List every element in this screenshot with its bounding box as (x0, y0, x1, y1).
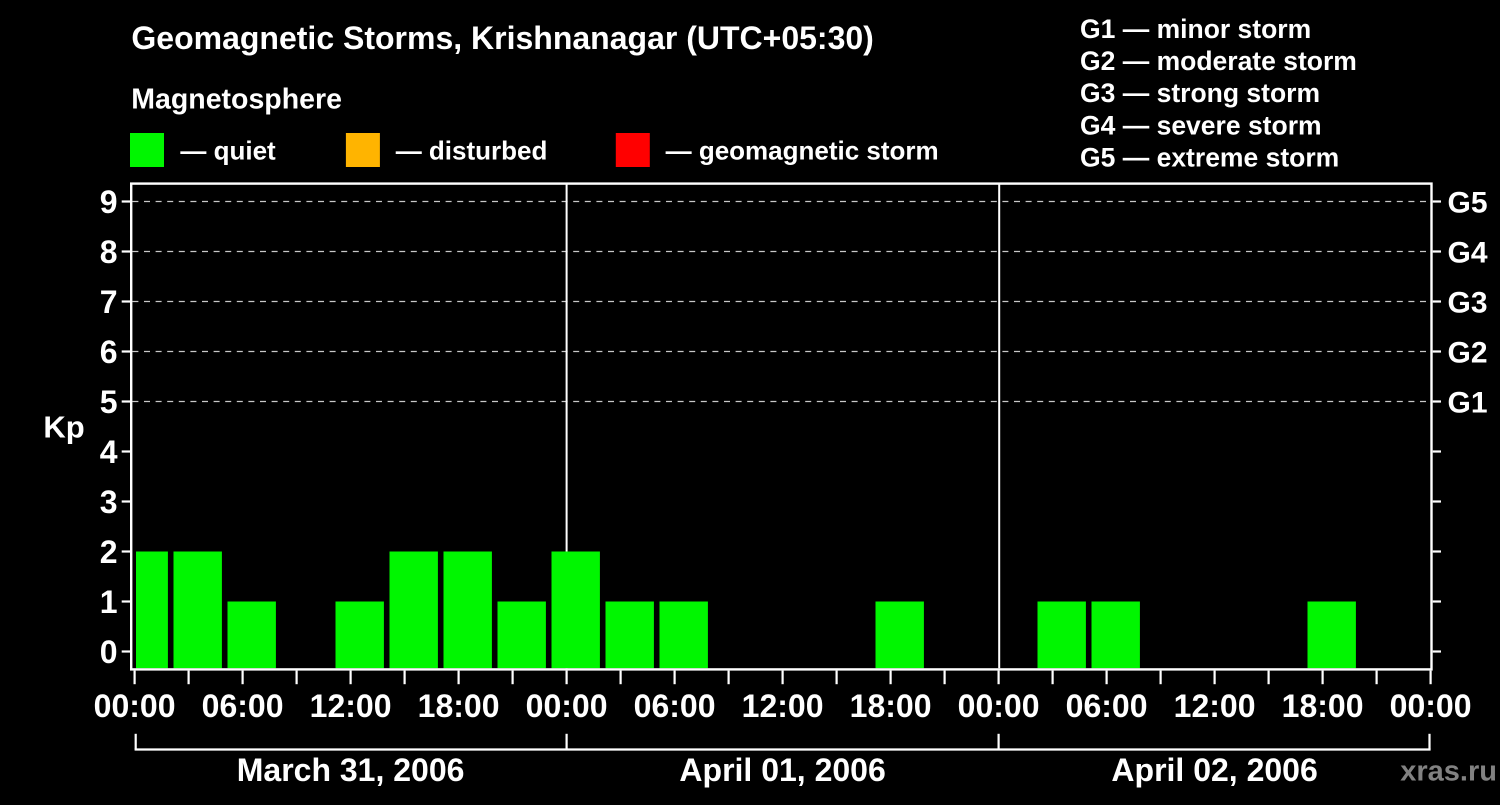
svg-text:3: 3 (100, 484, 118, 520)
svg-text:00:00: 00:00 (526, 688, 608, 724)
svg-text:G4 — severe storm: G4 — severe storm (1080, 110, 1322, 140)
svg-text:18:00: 18:00 (850, 688, 932, 724)
svg-text:G1 — minor storm: G1 — minor storm (1080, 14, 1311, 44)
svg-text:12:00: 12:00 (310, 688, 392, 724)
svg-text:Magnetosphere: Magnetosphere (131, 84, 342, 116)
svg-text:18:00: 18:00 (1282, 688, 1364, 724)
svg-text:06:00: 06:00 (202, 688, 284, 724)
svg-text:2: 2 (100, 534, 118, 570)
svg-text:March 31, 2006: March 31, 2006 (237, 752, 465, 788)
svg-text:1: 1 (100, 584, 118, 620)
svg-text:6: 6 (100, 334, 118, 370)
svg-text:G3 — strong storm: G3 — strong storm (1080, 78, 1320, 108)
svg-text:— disturbed: — disturbed (396, 135, 548, 165)
svg-text:G4: G4 (1448, 237, 1488, 270)
svg-text:06:00: 06:00 (1066, 688, 1148, 724)
svg-text:5: 5 (100, 384, 118, 420)
svg-text:— geomagnetic storm: — geomagnetic storm (666, 135, 939, 165)
svg-text:12:00: 12:00 (742, 688, 824, 724)
svg-text:Geomagnetic Storms, Krishnanag: Geomagnetic Storms, Krishnanagar (UTC+05… (131, 20, 873, 56)
svg-text:00:00: 00:00 (94, 688, 176, 724)
svg-text:G2: G2 (1448, 337, 1488, 370)
svg-text:Kp: Kp (43, 410, 84, 445)
svg-text:G5: G5 (1448, 187, 1488, 220)
svg-text:xras.ru: xras.ru (1400, 755, 1497, 787)
svg-text:G3: G3 (1448, 287, 1488, 320)
svg-text:8: 8 (100, 234, 118, 270)
svg-text:— quiet: — quiet (180, 135, 276, 165)
svg-text:00:00: 00:00 (1390, 688, 1472, 724)
svg-text:April 01, 2006: April 01, 2006 (679, 752, 885, 788)
svg-text:7: 7 (100, 284, 118, 320)
svg-text:4: 4 (100, 434, 118, 470)
svg-text:12:00: 12:00 (1174, 688, 1256, 724)
svg-text:9: 9 (100, 184, 118, 220)
svg-text:06:00: 06:00 (634, 688, 716, 724)
svg-text:G2 — moderate storm: G2 — moderate storm (1080, 46, 1357, 76)
svg-text:18:00: 18:00 (418, 688, 500, 724)
svg-text:G5 — extreme storm: G5 — extreme storm (1080, 142, 1339, 172)
svg-text:0: 0 (100, 634, 118, 670)
svg-text:00:00: 00:00 (958, 688, 1040, 724)
svg-text:G1: G1 (1448, 387, 1488, 420)
svg-text:April 02, 2006: April 02, 2006 (1111, 752, 1317, 788)
